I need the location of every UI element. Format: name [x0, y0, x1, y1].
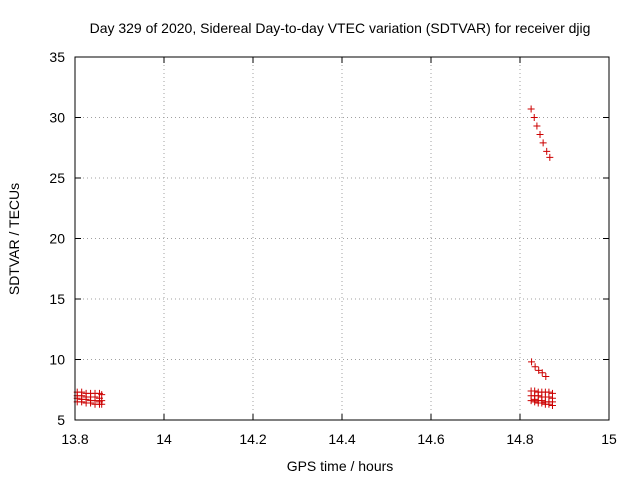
x-tick-label: 14.6 — [417, 431, 444, 447]
y-tick-label: 20 — [49, 231, 65, 247]
y-tick-label: 30 — [49, 110, 65, 126]
y-tick-label: 5 — [57, 412, 65, 428]
y-tick-label: 35 — [49, 49, 65, 65]
data-point — [545, 400, 553, 408]
data-point — [542, 372, 550, 380]
chart-title: Day 329 of 2020, Sidereal Day-to-day VTE… — [90, 20, 591, 36]
data-point — [536, 130, 544, 138]
data-point — [527, 105, 535, 113]
data-point — [530, 114, 538, 121]
x-tick-label: 14.4 — [328, 431, 355, 447]
data-point — [535, 366, 543, 374]
data-point — [538, 369, 546, 377]
data-point — [527, 397, 535, 405]
data-point — [533, 122, 541, 130]
x-axis-label: GPS time / hours — [287, 458, 394, 474]
data-point — [538, 399, 546, 407]
data-point — [548, 401, 556, 409]
data-point — [531, 363, 539, 371]
data-point — [78, 398, 86, 406]
data-point — [87, 399, 95, 407]
x-tick-label: 14 — [156, 431, 172, 447]
data-point — [543, 147, 551, 155]
data-point — [528, 358, 536, 366]
data-point — [539, 139, 547, 147]
ticks: 13.8 14 14.2 14.4 14.6 14.8 15 5 10 15 20 25 30 35 — [49, 49, 617, 447]
y-tick-label: 10 — [49, 352, 65, 368]
data-point — [531, 398, 539, 406]
data-point — [98, 391, 106, 399]
plot-area-border — [74, 56, 610, 421]
x-tick-label: 14.8 — [506, 431, 533, 447]
data-point — [546, 153, 554, 161]
data-point — [98, 400, 106, 408]
x-tick-label: 13.8 — [61, 431, 88, 447]
x-tick-label: 14.2 — [239, 431, 266, 447]
grid — [75, 57, 609, 420]
data-points — [73, 105, 556, 409]
y-axis-label: SDTVAR / TECUs — [6, 183, 22, 295]
x-tick-label: 15 — [601, 431, 617, 447]
y-tick-label: 25 — [49, 170, 65, 186]
y-tick-label: 15 — [49, 291, 65, 307]
